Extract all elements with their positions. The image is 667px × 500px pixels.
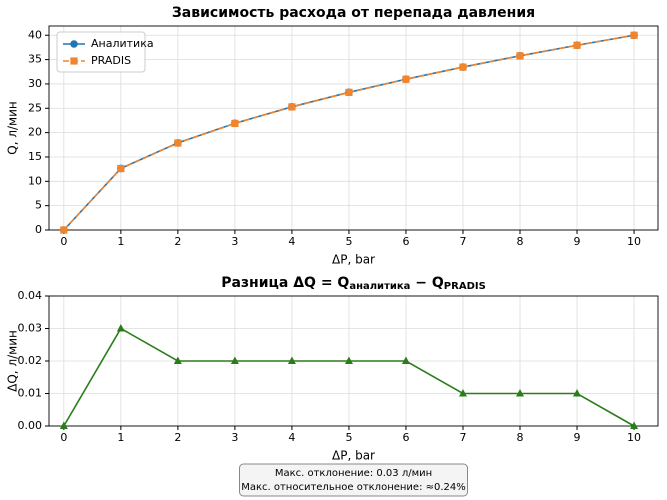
marker (573, 41, 581, 49)
x-tick-label: 9 (574, 235, 581, 248)
title-part: − Q (410, 275, 443, 291)
x-tick-label: 1 (117, 431, 124, 444)
y-tick-label: 0.01 (18, 387, 43, 400)
y-tick-label: 10 (28, 174, 42, 187)
y-tick-label: 35 (28, 53, 42, 66)
legend-label: Аналитика (91, 37, 154, 50)
marker (630, 421, 639, 429)
marker (174, 139, 182, 147)
x-axis-label: ΔP, bar (332, 253, 375, 267)
marker (345, 88, 353, 97)
x-tick-label: 7 (459, 431, 466, 444)
plot-frame (48, 25, 659, 231)
x-tick-label: 9 (574, 431, 581, 444)
marker (70, 40, 78, 48)
y-tick-label: 0.02 (18, 354, 43, 367)
y-tick-label: 0.03 (18, 322, 43, 335)
marker (117, 164, 125, 173)
x-tick-label: 1 (117, 235, 124, 248)
marker (70, 57, 78, 65)
x-tick-label: 0 (60, 235, 67, 248)
marker (287, 356, 296, 364)
y-tick-label: 30 (28, 77, 42, 90)
y-tick-label: 5 (35, 199, 42, 212)
title-part: Разница ΔQ = Q (221, 275, 349, 291)
marker (116, 324, 125, 332)
marker (630, 31, 638, 39)
x-tick-label: 8 (517, 235, 524, 248)
x-tick-label: 6 (402, 431, 409, 444)
y-tick-label: 25 (28, 101, 42, 114)
y-tick-label: 0 (35, 223, 42, 236)
x-tick-label: 3 (231, 431, 238, 444)
y-axis-label: Q, л/мин (6, 101, 20, 154)
x-tick-label: 10 (627, 235, 641, 248)
y-tick-label: 40 (28, 28, 42, 41)
x-tick-label: 6 (402, 235, 409, 248)
x-tick-label: 4 (288, 235, 295, 248)
marker (60, 226, 68, 234)
x-tick-label: 7 (459, 235, 466, 248)
marker (401, 356, 410, 364)
legend-box (56, 31, 146, 73)
marker (59, 421, 68, 429)
x-tick-label: 3 (231, 235, 238, 248)
annotation-text: Макс. отклонение: 0.03 л/мин (275, 468, 432, 479)
x-tick-label: 0 (60, 431, 67, 444)
marker (459, 63, 467, 71)
plot-frame (48, 295, 659, 427)
x-tick-label: 2 (174, 235, 181, 248)
marker (231, 119, 239, 128)
marker (516, 389, 525, 397)
legend-label: PRADIS (91, 54, 131, 67)
marker (516, 52, 524, 60)
x-tick-label: 2 (174, 431, 181, 444)
title-part: PRADIS (444, 281, 486, 292)
marker (402, 75, 410, 83)
chart-title: Разница ΔQ = Qаналитика − QPRADIS (221, 275, 486, 292)
marker (173, 356, 182, 364)
x-tick-label: 5 (345, 235, 352, 248)
annotation-box (239, 463, 468, 497)
x-tick-label: 5 (345, 431, 352, 444)
marker (573, 389, 582, 397)
y-tick-label: 15 (28, 150, 42, 163)
marker (458, 389, 467, 397)
marker (288, 103, 296, 111)
chart-title: Зависимость расхода от перепада давления (172, 5, 535, 21)
marker (344, 356, 353, 364)
y-tick-label: 0.04 (18, 289, 43, 302)
y-tick-label: 0.00 (18, 419, 43, 432)
y-tick-label: 20 (28, 126, 42, 139)
marker (230, 356, 239, 364)
x-tick-label: 10 (627, 431, 641, 444)
y-axis-label: ΔQ, л/мин (6, 330, 20, 392)
x-tick-label: 8 (517, 431, 524, 444)
annotation-text: Макс. относительное отклонение: ≈0.24% (241, 482, 466, 493)
title-part: аналитика (349, 281, 410, 292)
x-axis-label: ΔP, bar (332, 449, 375, 463)
x-tick-label: 4 (288, 431, 295, 444)
